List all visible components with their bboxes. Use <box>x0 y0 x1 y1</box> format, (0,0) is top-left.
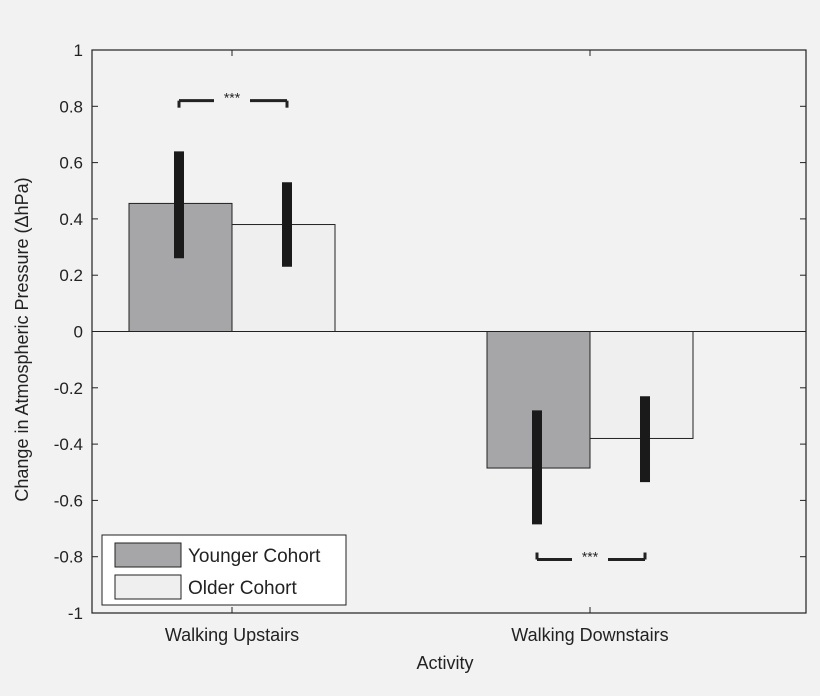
significance-bracket: *** <box>535 549 647 565</box>
y-tick-label: 1 <box>74 41 83 60</box>
y-tick-label: -0.4 <box>54 435 83 454</box>
y-tick-label: 0.6 <box>59 154 83 173</box>
legend-swatch <box>114 574 182 600</box>
y-tick-label: 0.8 <box>59 97 83 116</box>
y-tick-label: 0.4 <box>59 210 83 229</box>
y-tick-label: -0.8 <box>54 548 83 567</box>
x-category-label: Walking Upstairs <box>165 625 299 645</box>
x-axis-title: Activity <box>416 653 473 673</box>
significance-label: *** <box>224 90 241 106</box>
y-tick-label: -0.6 <box>54 491 83 510</box>
y-tick-label: 0 <box>74 323 83 342</box>
legend-label: Older Cohort <box>188 578 297 599</box>
significance-label: *** <box>582 549 599 565</box>
y-axis-title: Change in Atmospheric Pressure (ΔhPa) <box>12 177 32 501</box>
legend-swatch <box>114 542 182 568</box>
legend-label: Younger Cohort <box>188 546 321 567</box>
significance-bracket: *** <box>177 90 289 108</box>
y-tick-label: 0.2 <box>59 266 83 285</box>
x-category-label: Walking Downstairs <box>511 625 668 645</box>
y-tick-label: -1 <box>68 604 83 623</box>
y-tick-label: -0.2 <box>54 379 83 398</box>
